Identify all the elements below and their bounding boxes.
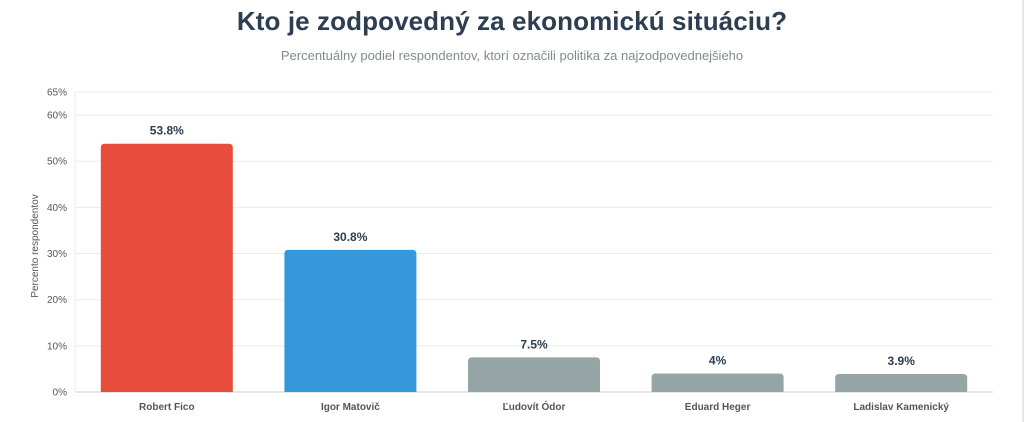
value-label: 3.9%: [888, 354, 916, 368]
y-tick-label: 0%: [53, 388, 68, 399]
x-axis-ticks: Robert Fico Igor Matovič Ľudovít Ódor Eduar…: [139, 400, 949, 413]
y-axis-label: Percento respondentov: [30, 194, 41, 297]
bars: [100, 143, 968, 392]
bar: [835, 374, 968, 392]
scrollbar-edge: [1022, 0, 1024, 422]
value-labels: 53.8% 30.8% 7.5% 4% 3.9%: [150, 124, 915, 368]
y-tick-label: 40%: [47, 203, 67, 214]
x-tick-label: Ľudovít Ódor: [503, 400, 566, 413]
value-label: 53.8%: [150, 124, 184, 138]
x-tick-label: Eduard Heger: [685, 402, 751, 413]
y-tick-label: 10%: [47, 341, 67, 352]
chart-subtitle: Percentuálny podiel respondentov, ktorí …: [280, 48, 744, 63]
chart-title: Kto je zodpovedný za ekonomickú situáciu…: [236, 6, 788, 36]
y-axis-ticks: 0% 10% 20% 30% 40% 50% 60% 65%: [47, 88, 67, 399]
bar: [100, 143, 233, 392]
y-tick-label: 30%: [47, 249, 67, 260]
y-tick-label: 20%: [47, 295, 67, 306]
y-tick-label: 50%: [47, 157, 67, 168]
x-tick-label: Ladislav Kamenický: [853, 402, 949, 413]
bar: [284, 249, 417, 392]
value-label: 7.5%: [520, 337, 548, 351]
y-tick-label: 65%: [47, 88, 67, 99]
y-tick-label: 60%: [47, 111, 67, 122]
x-tick-label: Igor Matovič: [321, 402, 380, 413]
bar: [468, 357, 600, 392]
bar: [651, 373, 784, 392]
value-label: 30.8%: [333, 230, 367, 244]
x-tick-label: Robert Fico: [139, 402, 195, 413]
value-label: 4%: [709, 354, 727, 368]
